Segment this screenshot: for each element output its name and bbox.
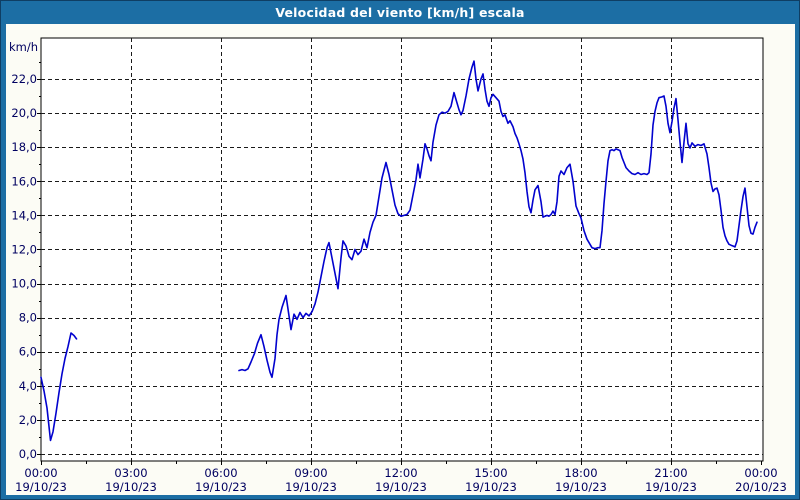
y-tick-label: 8,0 xyxy=(19,311,37,325)
x-tick-time-label: 00:00 xyxy=(24,466,57,480)
x-tick-date-label: 19/10/23 xyxy=(285,480,337,494)
x-tick-time-label: 12:00 xyxy=(384,466,417,480)
y-tick-label: 18,0 xyxy=(11,140,37,154)
chart-content-area: 0,0 2,0 4,0 6,0 8,0 10,0 12,0 14,0 16,0 18,0 20,0 2… xyxy=(6,24,795,495)
x-tick-date-label: 19/10/23 xyxy=(195,480,247,494)
x-tick-date-label: 20/10/23 xyxy=(735,480,787,494)
x-tick-time-label: 21:00 xyxy=(654,466,687,480)
y-axis-unit-label: km/h xyxy=(9,40,38,54)
x-tick-date-label: 19/10/23 xyxy=(375,480,427,494)
x-tick-date-label: 19/10/23 xyxy=(465,480,517,494)
x-tick-date-label: 19/10/23 xyxy=(645,480,697,494)
gridlines xyxy=(41,38,763,461)
y-tick-label: 14,0 xyxy=(11,208,37,222)
x-tick-date-label: 19/10/23 xyxy=(15,480,67,494)
wind-speed-chart: 0,0 2,0 4,0 6,0 8,0 10,0 12,0 14,0 16,0 18,0 20,0 2… xyxy=(9,37,787,494)
x-tick-time-label: 03:00 xyxy=(114,466,147,480)
series-velocidad-del-viento xyxy=(40,60,758,442)
x-tick-time-label: 18:00 xyxy=(564,466,597,480)
y-tick-label: 0,0 xyxy=(19,447,37,461)
y-tick-label: 10,0 xyxy=(11,277,37,291)
x-tick-date-label: 19/10/23 xyxy=(105,480,157,494)
x-axis-labels: 00:0019/10/2303:0019/10/2306:0019/10/230… xyxy=(15,466,787,494)
x-tick-time-label: 00:00 xyxy=(744,466,777,480)
x-tick-date-label: 19/10/23 xyxy=(555,480,607,494)
y-tick-label: 20,0 xyxy=(11,106,37,120)
axis-ticks xyxy=(37,62,762,465)
window-title: Velocidad del viento [km/h] escala xyxy=(275,5,525,20)
y-tick-label: 6,0 xyxy=(19,345,37,359)
x-tick-time-label: 09:00 xyxy=(294,466,327,480)
x-tick-time-label: 06:00 xyxy=(204,466,237,480)
y-tick-label: 22,0 xyxy=(11,72,37,86)
y-tick-label: 4,0 xyxy=(19,379,37,393)
wind-speed-line-segment xyxy=(40,332,78,442)
x-tick-time-label: 15:00 xyxy=(474,466,507,480)
y-tick-label: 2,0 xyxy=(19,413,37,427)
wind-speed-line-segment xyxy=(238,60,758,379)
y-tick-label: 12,0 xyxy=(11,242,37,256)
window-titlebar: Velocidad del viento [km/h] escala xyxy=(1,1,799,24)
y-axis-labels: 0,0 2,0 4,0 6,0 8,0 10,0 12,0 14,0 16,0 18,0 20,0 2… xyxy=(9,40,38,461)
y-tick-label: 16,0 xyxy=(11,174,37,188)
